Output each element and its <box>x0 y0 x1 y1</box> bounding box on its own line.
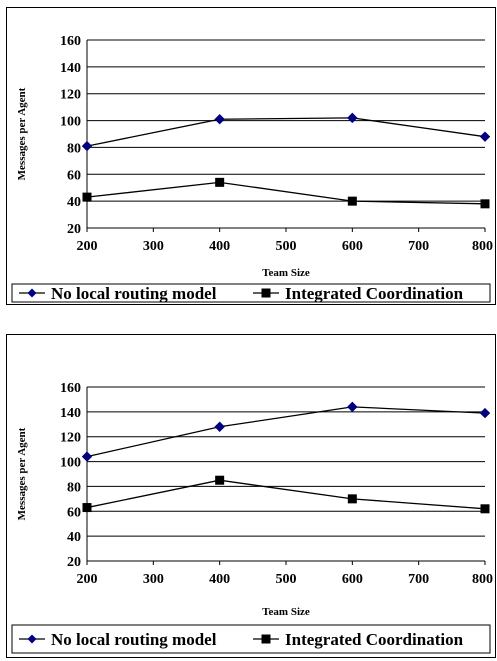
series-line-no-local-routing <box>86 406 486 458</box>
line-chart-bottom: 20 40 60 80 100 120 140 160 200 300 400 500 600 700 80… <box>11 381 493 654</box>
y-tick-label: 100 <box>60 115 81 130</box>
x-axis-title: Team Size <box>262 606 310 618</box>
data-point-diamond <box>347 401 358 413</box>
y-tick-label: 140 <box>60 61 81 76</box>
y-tick-label: 60 <box>67 168 81 183</box>
line-chart-top: 20 40 60 80 100 120 140 160 200 300 400 500 600 700 80… <box>11 34 493 303</box>
data-point-square <box>82 192 92 202</box>
legend-marker-square <box>261 634 271 644</box>
data-point-diamond <box>81 140 93 152</box>
series-line-integrated-coordination <box>86 479 486 510</box>
data-point-square <box>215 177 225 187</box>
chart-panel-bottom: 20 40 60 80 100 120 140 160 200 300 400 500 600 700 80… <box>6 334 496 658</box>
x-tick-label: 400 <box>209 239 230 254</box>
legend-label-no-local-routing: No local routing model <box>51 630 217 649</box>
x-tick-label: 200 <box>77 239 98 254</box>
data-point-diamond <box>347 112 358 124</box>
y-tick-label: 20 <box>67 555 81 570</box>
legend-label-integrated-coordination: Integrated Coordination <box>285 630 464 649</box>
chart-panel-top: 20 40 60 80 100 120 140 160 200 300 400 500 600 700 80… <box>6 7 496 305</box>
legend-marker-square <box>261 288 271 298</box>
y-tick-label: 40 <box>67 195 81 210</box>
data-point-square <box>480 504 490 514</box>
y-tick-label: 80 <box>67 141 81 156</box>
data-point-diamond <box>214 114 225 125</box>
y-tick-label: 40 <box>67 530 81 545</box>
x-tick-label: 500 <box>276 572 297 587</box>
x-tick-label: 700 <box>408 572 429 587</box>
legend-label-integrated-coordination: Integrated Coordination <box>285 284 464 303</box>
y-axis-title: Messages per Agent <box>16 427 28 520</box>
x-axis-title: Team Size <box>262 267 310 279</box>
x-tick-label: 800 <box>472 239 493 254</box>
data-point-square <box>215 475 225 485</box>
legend-label-no-local-routing: No local routing model <box>51 284 217 303</box>
legend-box <box>11 283 491 303</box>
data-point-diamond <box>479 131 491 142</box>
data-point-diamond <box>81 451 93 462</box>
y-axis-title: Messages per Agent <box>16 87 28 180</box>
x-tick-label: 600 <box>342 572 363 587</box>
data-point-square <box>347 196 357 206</box>
y-tick-label: 160 <box>60 34 81 49</box>
y-tick-label: 140 <box>60 406 81 421</box>
legend-marker-diamond <box>27 288 37 298</box>
data-point-square <box>480 199 490 209</box>
x-tick-label: 500 <box>276 239 297 254</box>
y-tick-label: 100 <box>60 456 81 471</box>
x-tick-label: 300 <box>143 572 164 587</box>
legend-box <box>11 624 491 654</box>
y-tick-label: 20 <box>67 222 81 237</box>
x-tick-label: 300 <box>143 239 164 254</box>
x-tick-label: 400 <box>209 572 230 587</box>
data-point-square <box>347 494 357 504</box>
y-tick-label: 80 <box>67 480 81 495</box>
series-line-integrated-coordination <box>86 181 486 205</box>
y-tick-label: 160 <box>60 381 81 396</box>
y-tick-label: 120 <box>60 431 81 446</box>
x-tick-label: 700 <box>408 239 429 254</box>
y-tick-label: 120 <box>60 88 81 103</box>
data-point-diamond <box>214 421 225 432</box>
y-tick-label: 60 <box>67 505 81 520</box>
data-point-square <box>82 503 92 513</box>
data-point-diamond <box>479 407 491 419</box>
series-line-no-local-routing <box>86 117 486 147</box>
x-tick-label: 600 <box>342 239 363 254</box>
legend-marker-diamond <box>27 634 37 644</box>
x-tick-label: 800 <box>472 572 493 587</box>
x-tick-label: 200 <box>77 572 98 587</box>
